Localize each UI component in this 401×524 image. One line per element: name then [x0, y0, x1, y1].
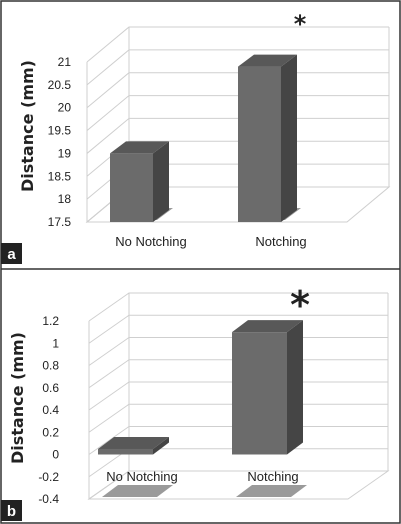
- category-label-notching-b: Notching: [247, 469, 298, 484]
- bar-top-b: [98, 436, 169, 449]
- bar-side-a: [153, 141, 169, 222]
- y-tick-label-b: 0.2: [42, 425, 59, 439]
- gridline-a: [86, 72, 389, 109]
- gridline-b: [88, 470, 388, 500]
- bars-a: [110, 54, 301, 223]
- bar-side-a: [281, 54, 297, 223]
- bar-side-b: [287, 320, 303, 455]
- significance-marker-b: *: [290, 283, 310, 327]
- category-label-no-notching-a: No Notching: [115, 234, 187, 249]
- gridline-a: [86, 95, 389, 131]
- bar-no-notching-b: [98, 448, 153, 455]
- y-tick-labels-b: -0.4 -0.2 0 0.2 0.4 0.6 0.8 1 1.2: [38, 314, 59, 506]
- y-tick-label-a: 17.5: [48, 215, 72, 229]
- y-tick-label-b: 1.2: [42, 314, 59, 328]
- y-tick-label-a: 20: [58, 101, 72, 115]
- category-label-no-notching-b: No Notching: [106, 469, 178, 484]
- gridline-b: [88, 292, 388, 322]
- y-tick-label-b: 0: [52, 448, 59, 462]
- y-tick-label-b: 0.4: [42, 403, 59, 417]
- bar-no-notching-a: [110, 153, 153, 222]
- y-tick-label-b: 0.8: [42, 359, 59, 373]
- bars-b: [98, 320, 307, 497]
- chart-panel-b: -0.4-0.200.20.40.60.811.2 Distance (mm) …: [1, 283, 390, 521]
- panel-label-b: b: [7, 503, 16, 520]
- gridline-a: [86, 140, 389, 177]
- panel-label-box-b: [1, 500, 22, 521]
- gridline-b: [88, 314, 388, 344]
- bar-side-b: [153, 436, 169, 455]
- significance-marker-a: *: [294, 10, 307, 38]
- gridline-a: [86, 49, 389, 86]
- y-tick-label-b: 0.6: [42, 381, 59, 395]
- bar-top-a: [238, 54, 297, 67]
- y-tick-label-a: 18.5: [48, 169, 72, 183]
- chart-panel-a: 17.5 18 18.5 19 19.5 20 20.5 21 Distance (mm) N…: [1, 10, 391, 264]
- y-tick-label-a: 19.5: [48, 124, 72, 138]
- y-tick-label-b: 1: [52, 336, 59, 350]
- y-tick-labels-a: 17.5 18 18.5 19 19.5 20 20.5 21: [48, 55, 72, 229]
- y-tick-label-a: 20.5: [48, 78, 72, 92]
- bar-notching-a: [238, 66, 281, 222]
- y-tick-label-a: 21: [58, 55, 72, 69]
- bar-shadow-b: [102, 485, 173, 497]
- bar-notching-b: [232, 332, 287, 455]
- y-tick-label-b: -0.4: [38, 492, 59, 506]
- y-tick-label-b: -0.2: [38, 470, 59, 484]
- panel-label-a: a: [7, 246, 16, 263]
- y-axis-label-b: Distance (mm): [8, 332, 27, 464]
- bar-top-a: [110, 141, 169, 154]
- y-tick-label-a: 19: [58, 146, 72, 160]
- y-tick-label-a: 18: [58, 192, 72, 206]
- bar-top-b: [232, 320, 303, 333]
- category-label-notching-a: Notching: [255, 234, 306, 249]
- gridline-a: [86, 26, 389, 63]
- panel-label-box-a: [1, 243, 22, 264]
- y-axis-label-a: Distance (mm): [18, 60, 37, 192]
- gridline-a: [86, 117, 389, 154]
- bar-shadow-b: [236, 485, 307, 497]
